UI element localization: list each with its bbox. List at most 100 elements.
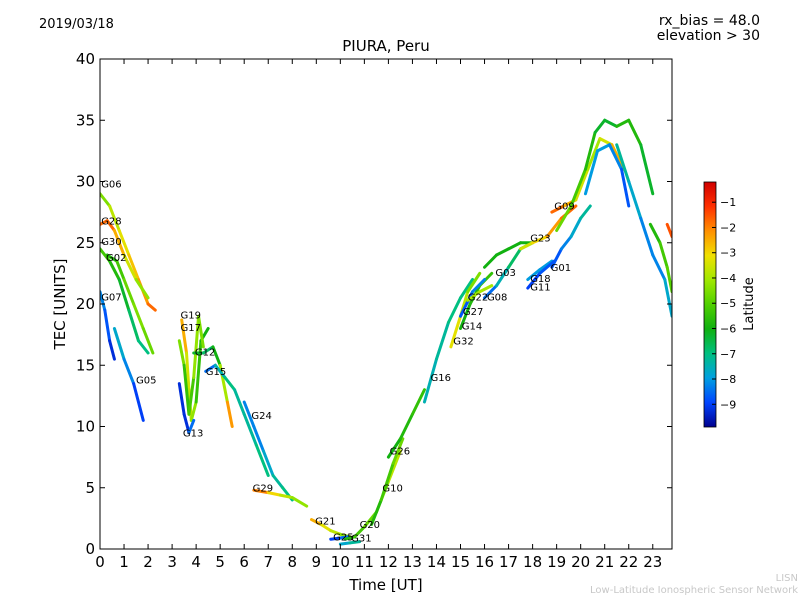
satellite-track [100, 219, 150, 300]
satellite-track [583, 143, 631, 208]
track-segment [586, 137, 602, 171]
track-segment [204, 363, 217, 373]
track-segment [329, 536, 342, 541]
satellite-track [555, 118, 655, 232]
track-segment [141, 327, 155, 355]
satellite-label: G16 [430, 373, 450, 384]
satellite-label: G09 [554, 202, 574, 213]
satellite-track [526, 259, 556, 290]
track-segment [471, 278, 487, 294]
track-segment [211, 345, 222, 367]
satellite-label: G10 [382, 483, 402, 494]
track-segment [495, 247, 511, 257]
satellite-track [100, 247, 150, 355]
satellite-label: G29 [253, 483, 273, 494]
y-tick-label: 30 [76, 173, 95, 191]
track-segment [434, 320, 450, 361]
track-segment [478, 284, 494, 294]
satellite-label: G05 [136, 376, 156, 387]
track-segment [108, 259, 121, 281]
track-segment [569, 167, 587, 208]
track-segment [192, 314, 201, 379]
satellite-label: G20 [360, 520, 380, 531]
track-segment [665, 265, 672, 294]
colorbar [703, 181, 717, 428]
plot-frame [99, 58, 673, 550]
y-tick-label: 25 [76, 234, 95, 252]
satellite-track [112, 327, 145, 422]
track-segment [579, 204, 592, 220]
track-segment [197, 314, 205, 349]
track-segment [194, 339, 203, 404]
track-segment [391, 437, 405, 465]
track-segment [271, 474, 285, 490]
satellite-track [177, 314, 205, 416]
track-segment [177, 339, 186, 367]
track-segment [526, 271, 542, 290]
track-segment [658, 241, 669, 269]
x-tick-label: 12 [379, 553, 398, 571]
track-segment [615, 143, 631, 183]
y-tick-label: 0 [85, 540, 95, 558]
track-segment [627, 118, 643, 147]
x-tick-label: 7 [263, 553, 273, 571]
track-segment [574, 167, 590, 202]
colorbar-title: Latitude [742, 277, 757, 331]
colorbar-tick-label: −7 [720, 348, 736, 361]
x-tick-label: 2 [143, 553, 153, 571]
satellite-track [459, 278, 487, 318]
track-segment [261, 449, 275, 477]
satellite-label: G19 [181, 311, 201, 322]
satellite-label: G30 [101, 237, 121, 248]
track-segment [187, 376, 196, 416]
track-segment [201, 345, 215, 355]
track-segment [132, 382, 145, 422]
track-segment [595, 143, 612, 153]
colorbar-tick-label: −2 [720, 221, 736, 234]
satellite-label: G11 [530, 283, 550, 294]
satellite-label: G08 [487, 292, 507, 303]
colorbar-tick-label: −3 [720, 247, 736, 260]
track-segment [185, 351, 191, 392]
satellite-label: G22 [468, 292, 488, 303]
satellite-track [204, 363, 270, 477]
track-segment [213, 363, 227, 379]
satellite-track [329, 535, 350, 541]
track-segment [252, 488, 270, 495]
track-segment [526, 268, 542, 281]
track-segment [665, 222, 672, 239]
track-segment [254, 443, 270, 477]
colorbar-tick-label: −9 [720, 398, 736, 411]
satellite-track [483, 241, 535, 269]
track-segment [127, 253, 140, 281]
satellite-label: G14 [462, 322, 482, 333]
track-segment [422, 357, 438, 404]
satellite-track [550, 137, 626, 214]
x-tick-label: 15 [451, 553, 470, 571]
x-tick-label: 11 [355, 553, 374, 571]
track-segment [370, 498, 383, 526]
track-segment [122, 278, 136, 306]
satellite-label: G32 [453, 336, 473, 347]
track-segment [583, 149, 599, 196]
track-segment [569, 216, 583, 239]
track-segment [112, 229, 126, 257]
satellite-track [386, 388, 426, 459]
y-tick-label: 20 [76, 295, 95, 313]
track-segment [252, 425, 265, 453]
track-segment [108, 204, 121, 232]
x-tick-label: 8 [287, 553, 297, 571]
credit: LISN Low-Latitude Ionospheric Sensor Net… [590, 573, 798, 597]
track-segment [127, 308, 140, 343]
track-segment [242, 400, 256, 428]
track-segment [446, 296, 463, 324]
track-segment [550, 204, 566, 214]
satellite-label: G06 [101, 180, 121, 191]
track-segment [507, 241, 523, 251]
track-segment [122, 357, 136, 386]
track-segment [122, 253, 138, 281]
track-segment [466, 290, 482, 302]
track-segment [278, 493, 294, 500]
track-segment [639, 143, 655, 196]
track-segment [648, 222, 662, 245]
